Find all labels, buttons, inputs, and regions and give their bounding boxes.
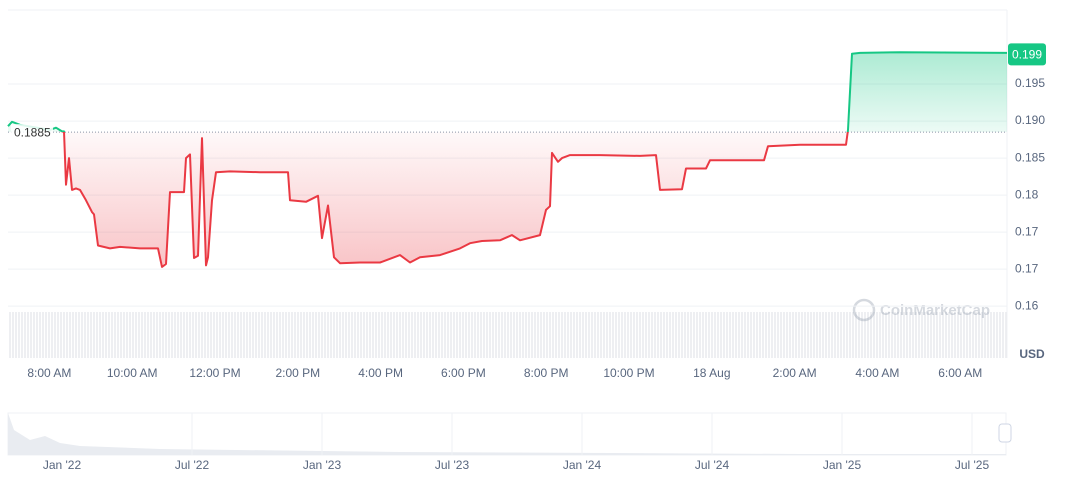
baseline-label-bg (11, 124, 53, 141)
baseline-label: 0.1885 (14, 125, 51, 139)
navigator-label: Jan '25 (823, 458, 862, 472)
x-tick-label: 6:00 AM (938, 366, 982, 380)
y-tick-label: 0.18 (1015, 187, 1039, 201)
x-tick-label: 4:00 AM (855, 366, 899, 380)
x-tick-label: 12:00 PM (189, 366, 240, 380)
x-tick-label: 10:00 PM (603, 366, 654, 380)
volume-bars (8, 312, 1007, 358)
x-tick-label: 8:00 AM (27, 366, 71, 380)
x-tick-label: 4:00 PM (358, 366, 403, 380)
y-tick-label: 0.17 (1015, 224, 1039, 238)
y-tick-label: 0.185 (1015, 150, 1045, 164)
x-tick-label: 18 Aug (693, 366, 730, 380)
watermark-text: CoinMarketCap (880, 302, 990, 319)
y-tick-label: 0.16 (1015, 298, 1039, 312)
x-tick-label: 2:00 PM (275, 366, 320, 380)
navigator-label: Jan '22 (43, 458, 82, 472)
baseline-area (8, 52, 1007, 267)
x-tick-label: 2:00 AM (773, 366, 817, 380)
navigator-label: Jul '25 (955, 458, 990, 472)
x-tick-label: 10:00 AM (107, 366, 158, 380)
price-badge-label: 0.199 (1012, 48, 1042, 62)
navigator-frame (7, 412, 1007, 456)
y-unit: USD (1019, 347, 1045, 361)
navigator-area (8, 413, 1006, 455)
price-badge (1008, 43, 1046, 66)
navigator-label: Jul '24 (695, 458, 730, 472)
y-tick-label: 0.190 (1015, 113, 1045, 127)
navigator-label: Jan '24 (563, 458, 602, 472)
x-tick-label: 8:00 PM (524, 366, 569, 380)
navigator-label: Jul '22 (175, 458, 210, 472)
y-tick-label: 0.195 (1015, 76, 1045, 90)
y-tick-label: 0.17 (1015, 261, 1039, 275)
x-tick-label: 6:00 PM (441, 366, 486, 380)
price-line (7, 51, 1008, 268)
navigator-handle[interactable] (998, 423, 1012, 443)
navigator-label: Jul '23 (435, 458, 470, 472)
navigator-label: Jan '23 (303, 458, 342, 472)
